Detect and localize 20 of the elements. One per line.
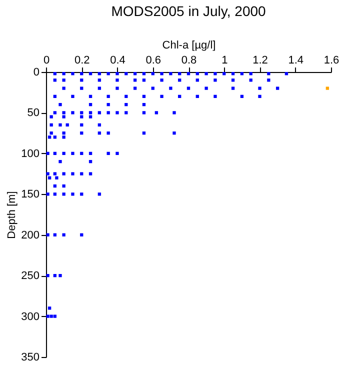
y-tick-label: 0 bbox=[33, 66, 40, 78]
x-tick-label: 1.6 bbox=[324, 54, 340, 66]
chart-title: MODS2005 in July, 2000 bbox=[111, 3, 266, 19]
y-tick-label: 350 bbox=[21, 352, 40, 364]
y-tick-label: 250 bbox=[21, 270, 40, 282]
y-tick-label: 300 bbox=[21, 310, 40, 323]
y-tick-label: 200 bbox=[21, 229, 40, 242]
x-axis-title: Chl-a [µg/l] bbox=[162, 40, 216, 52]
x-tick-label: 1.2 bbox=[252, 54, 268, 66]
x-tick-label: 1 bbox=[222, 54, 228, 66]
x-tick-label: 1.4 bbox=[288, 54, 304, 66]
y-axis-title: Depth [m] bbox=[6, 191, 18, 239]
y-tick-label: 100 bbox=[21, 148, 40, 160]
x-tick-label: 0.2 bbox=[74, 54, 90, 66]
y-tick-label: 150 bbox=[21, 188, 40, 201]
x-tick-label: 0.4 bbox=[110, 54, 126, 66]
x-tick-label: 0.6 bbox=[146, 54, 162, 66]
y-tick-label: 50 bbox=[27, 107, 40, 120]
x-tick-label: 0.8 bbox=[181, 54, 197, 66]
x-tick-label: 0 bbox=[43, 54, 50, 66]
